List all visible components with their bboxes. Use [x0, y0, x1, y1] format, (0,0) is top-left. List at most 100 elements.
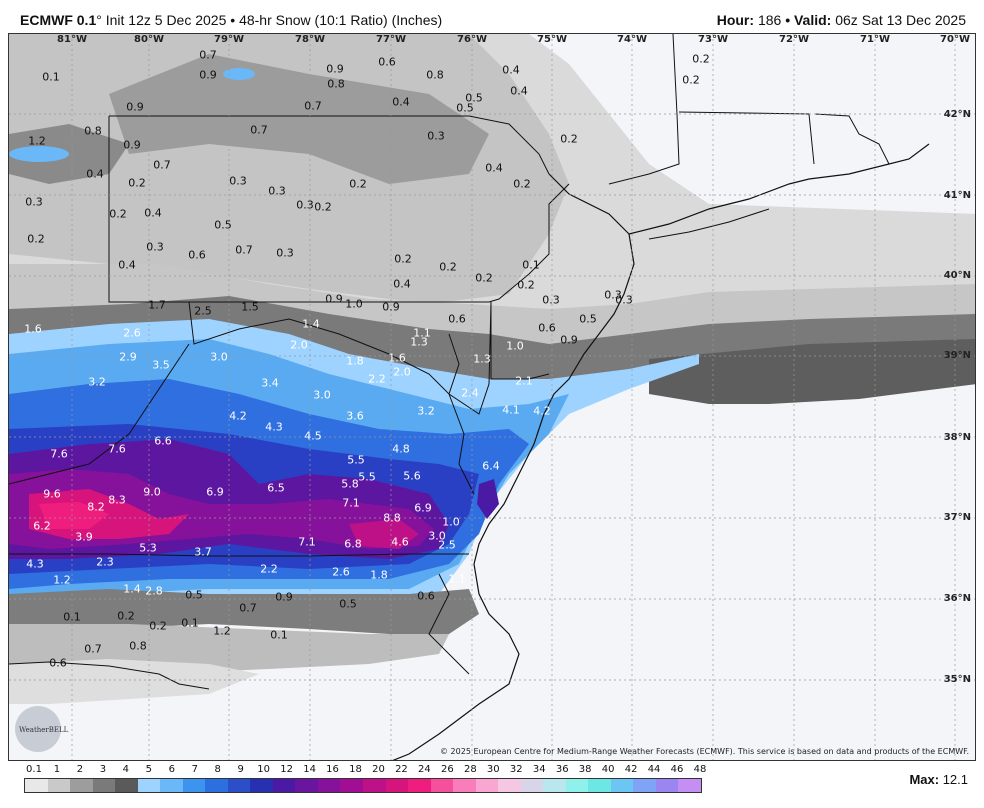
snowfall-value: 0.2	[349, 177, 367, 191]
snowfall-value: 0.3	[427, 129, 445, 143]
snowfall-value: 6.4	[482, 459, 500, 473]
legend-swatch	[160, 779, 183, 792]
legend-tick-label: 7	[191, 764, 198, 775]
legend-swatch	[588, 779, 611, 792]
snowfall-value: 0.2	[692, 52, 710, 66]
longitude-label: 72°W	[779, 34, 809, 45]
legend-swatch	[205, 779, 228, 792]
legend-swatch	[92, 779, 116, 792]
legend-tick-label: 48	[693, 764, 707, 775]
snowfall-value: 0.6	[417, 589, 435, 603]
legend-tick-label: 42	[624, 764, 638, 775]
snowfall-value: 3.5	[152, 358, 170, 372]
snowfall-value: 1.1	[413, 326, 431, 340]
snowfall-value: 0.5	[579, 312, 597, 326]
legend-tick-label: 30	[486, 764, 500, 775]
snowfall-value: 2.8	[145, 584, 163, 598]
valid-time-info: Hour: 186 • Valid: 06z Sat 13 Dec 2025	[717, 12, 966, 28]
snowfall-value: 1.5	[241, 300, 259, 314]
state-border-sc	[9, 661, 210, 690]
legend-swatch	[70, 779, 93, 792]
snowfall-value: 0.7	[235, 243, 253, 257]
snowfall-value: 4.6	[391, 535, 409, 549]
snowfall-value: 1.3	[473, 352, 491, 366]
snowfall-value: 0.7	[84, 642, 102, 656]
snowfall-value: 0.3	[296, 198, 314, 212]
snowfall-value: 1.0	[442, 515, 460, 529]
state-border-md	[188, 301, 492, 415]
legend-tick-label: 14	[303, 764, 316, 775]
snowfall-value: 7.1	[298, 535, 316, 549]
snowfall-value: 1.6	[24, 322, 42, 336]
copyright-notice: © 2025 European Centre for Medium-Range …	[440, 747, 969, 756]
snowfall-value: 9.6	[43, 487, 61, 501]
snowfall-value: 6.2	[33, 519, 51, 533]
snowfall-value: 0.7	[199, 48, 217, 62]
snowfall-value: 0.4	[502, 63, 520, 77]
legend-swatch	[250, 779, 273, 792]
snowfall-value: 0.6	[188, 248, 206, 262]
snowfall-value: 0.1	[63, 610, 81, 624]
snowfall-value: 6.9	[206, 485, 224, 499]
legend-swatch	[678, 779, 701, 792]
snowfall-value: 5.5	[347, 453, 365, 467]
snowfall-value: 0.9	[325, 292, 343, 306]
snowfall-value: 2.0	[290, 338, 308, 352]
title-separator-right: •	[785, 12, 791, 28]
legend-swatch	[362, 779, 386, 792]
legend-tick-label: 18	[349, 764, 362, 775]
snowfall-value: 2.9	[119, 350, 137, 364]
snowfall-value: 0.2	[475, 271, 493, 285]
snowfall-value: 0.6	[448, 312, 466, 326]
legend-tick-label: 8	[214, 764, 221, 775]
legend-tick-label: 34	[532, 764, 546, 775]
model-name: ECMWF 0.1	[20, 12, 97, 28]
snowfall-value: 0.5	[185, 588, 203, 602]
coastline-long-island	[628, 143, 930, 235]
snowfall-value: 0.3	[276, 246, 294, 260]
legend-tick-label: 20	[372, 764, 385, 775]
latitude-label: 40°N	[943, 270, 971, 281]
snowfall-value: 5.5	[358, 470, 376, 484]
snowfall-value: 0.7	[239, 601, 257, 615]
legend-tick-label: 3	[99, 764, 107, 775]
legend-swatch	[408, 779, 431, 792]
snowfall-value: 1.8	[346, 354, 364, 368]
legend-swatch	[47, 779, 71, 792]
snowfall-value: 0.3	[229, 174, 247, 188]
legend-tick-label: 12	[280, 764, 293, 775]
state-border-ri	[814, 113, 890, 165]
snowfall-value: 0.1	[270, 628, 288, 642]
snowfall-value: 0.2	[314, 200, 332, 214]
snowfall-value: 1.4	[123, 582, 141, 596]
snowfall-value: 0.9	[560, 333, 578, 347]
snowfall-value: 1.4	[302, 317, 320, 331]
legend-swatch	[385, 779, 409, 792]
snow-band-delmarva	[477, 479, 499, 519]
legend-swatch	[137, 779, 161, 792]
longitude-label: 78°W	[295, 34, 325, 45]
snowfall-map[interactable]: 81°W 80°W 79°W 78°W 77°W 76°W 75°W 74°W 73°W 72°W…	[8, 33, 976, 761]
degree-symbol: °	[96, 12, 102, 28]
snowfall-value: 5.3	[139, 541, 157, 555]
snowfall-value: 0.2	[439, 260, 457, 274]
snowfall-value: 0.2	[149, 619, 167, 633]
snowfall-value: 7.6	[50, 447, 68, 461]
product-name: 48-hr Snow (10:1 Ratio) (Inches)	[239, 12, 443, 28]
snowfall-value: 0.4	[393, 277, 411, 291]
snowfall-value: 2.3	[96, 555, 114, 569]
legend-tick-label: 4	[122, 764, 130, 775]
legend-tick-label: 0.1	[26, 764, 42, 775]
snowfall-value: 1.6	[388, 351, 406, 365]
snowfall-value: 0.2	[128, 176, 146, 190]
legend-swatch	[182, 779, 206, 792]
snowfall-value: 1.2	[53, 573, 71, 587]
legend-tick-label: 6	[168, 764, 175, 775]
init-time: Init 12z 5 Dec 2025	[105, 12, 227, 28]
longitude-label: 73°W	[698, 34, 728, 45]
snowfall-value: 0.4	[118, 258, 136, 272]
snowfall-value: 3.0	[428, 529, 446, 543]
legend-swatch	[610, 779, 634, 792]
snowfall-value: 2.5	[194, 304, 212, 318]
snowfall-value: 1.7	[148, 298, 166, 312]
